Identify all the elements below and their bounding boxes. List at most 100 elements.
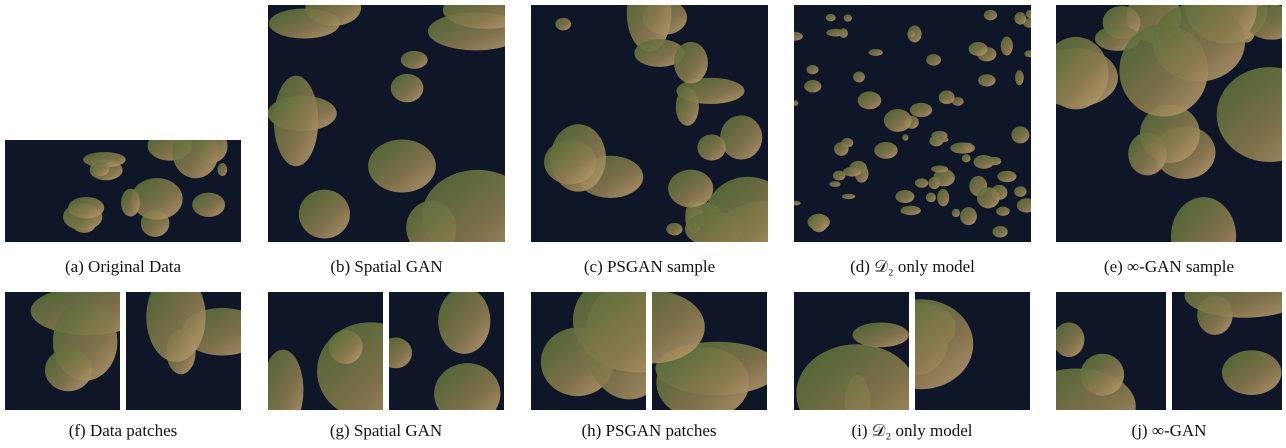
land xyxy=(1152,3,1245,82)
land xyxy=(1080,354,1124,396)
land xyxy=(842,194,856,199)
land xyxy=(931,165,948,172)
land xyxy=(853,322,909,347)
map-image xyxy=(1172,274,1286,410)
land xyxy=(839,28,848,38)
map-image xyxy=(1032,0,1286,276)
caption: (h) PSGAN patches xyxy=(581,421,716,440)
caption: (i) 𝒟₂ only model xyxy=(851,421,972,440)
land xyxy=(810,214,828,233)
land xyxy=(438,288,490,354)
caption: (c) PSGAN sample xyxy=(584,257,715,276)
land xyxy=(704,177,793,265)
land xyxy=(940,98,949,103)
land xyxy=(977,187,1000,208)
land xyxy=(1222,350,1281,395)
land xyxy=(1053,322,1084,357)
land xyxy=(262,350,303,431)
land xyxy=(697,134,725,160)
land xyxy=(960,207,977,225)
land xyxy=(674,42,708,84)
land xyxy=(555,18,571,31)
land xyxy=(984,10,997,20)
land xyxy=(950,142,975,153)
land xyxy=(73,218,95,233)
land xyxy=(874,142,897,159)
map-image xyxy=(379,288,504,425)
land xyxy=(720,115,762,159)
land xyxy=(910,103,932,117)
map-image xyxy=(5,287,145,410)
land xyxy=(1014,12,1026,24)
caption: (a) Original Data xyxy=(65,257,182,276)
caption: (b) Spatial GAN xyxy=(330,257,442,276)
map-image xyxy=(786,5,1036,242)
land xyxy=(1015,70,1024,85)
map-image xyxy=(5,127,241,242)
land xyxy=(937,189,949,206)
land xyxy=(274,76,318,167)
caption: (d) 𝒟₂ only model xyxy=(850,257,975,276)
land xyxy=(434,363,500,424)
land xyxy=(996,206,1009,215)
land xyxy=(92,162,109,177)
land xyxy=(829,181,840,187)
land xyxy=(45,349,92,392)
land xyxy=(997,171,1016,182)
land xyxy=(1014,186,1026,197)
land xyxy=(1043,37,1108,110)
land xyxy=(401,51,428,69)
land xyxy=(391,74,424,103)
land xyxy=(1024,50,1034,57)
land xyxy=(1026,10,1034,18)
land xyxy=(926,193,936,203)
land xyxy=(938,137,949,142)
land xyxy=(804,80,821,92)
land xyxy=(422,170,534,262)
land xyxy=(907,31,915,38)
land xyxy=(844,14,852,21)
map-image xyxy=(126,272,263,410)
land xyxy=(826,14,836,21)
land xyxy=(858,91,882,109)
land xyxy=(666,223,682,235)
land xyxy=(915,178,928,188)
land xyxy=(962,154,971,162)
land xyxy=(1011,126,1029,143)
land xyxy=(969,42,988,56)
land xyxy=(299,190,350,239)
caption: (j) ∞-GAN xyxy=(1132,421,1207,440)
land xyxy=(988,157,1002,165)
land xyxy=(788,201,801,206)
land xyxy=(928,177,940,189)
land xyxy=(786,32,803,41)
map-image xyxy=(268,0,534,262)
land xyxy=(869,49,883,56)
caption: (f) Data patches xyxy=(69,421,178,440)
land xyxy=(146,272,205,362)
land xyxy=(901,206,921,215)
land xyxy=(1017,198,1036,212)
figure: (a) Original Data (b) Spatial GAN (c) PSGA… xyxy=(0,0,1286,443)
caption: (e) ∞-GAN sample xyxy=(1104,257,1234,276)
land xyxy=(1128,132,1166,175)
land xyxy=(834,142,849,156)
land xyxy=(793,100,799,106)
land xyxy=(329,330,363,364)
land xyxy=(902,134,908,140)
land xyxy=(895,190,914,203)
land xyxy=(68,197,104,219)
caption: (g) Spatial GAN xyxy=(330,421,442,440)
land xyxy=(1001,37,1013,56)
land xyxy=(978,74,996,86)
land xyxy=(992,226,1007,237)
land xyxy=(121,189,140,217)
land xyxy=(884,109,912,132)
land xyxy=(368,140,436,193)
land xyxy=(217,163,227,176)
land xyxy=(668,170,713,208)
land xyxy=(676,88,699,126)
land xyxy=(843,167,861,177)
land xyxy=(379,338,412,369)
land xyxy=(197,129,228,163)
